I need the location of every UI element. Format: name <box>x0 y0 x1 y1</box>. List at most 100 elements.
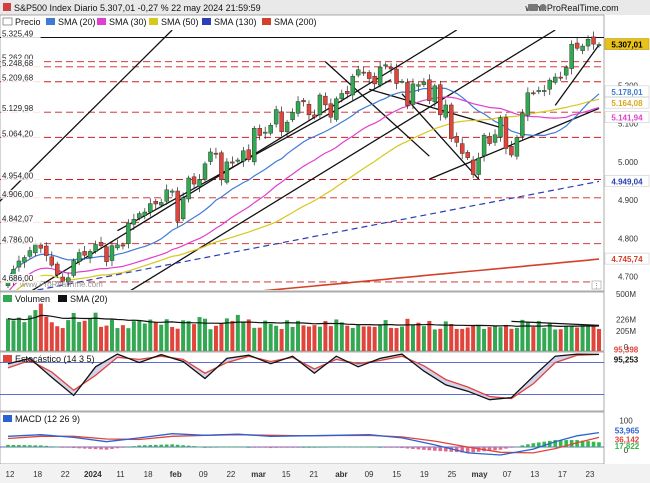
level-label: 4.954,00 <box>2 172 34 181</box>
volume-bar <box>252 327 257 351</box>
sma-line-130 <box>34 180 600 290</box>
legend-item-price[interactable]: Precio <box>2 17 41 27</box>
candle <box>76 252 82 262</box>
candle <box>525 92 531 116</box>
candle <box>252 128 257 163</box>
macd-histogram-bar <box>329 446 333 448</box>
level-label: 4.686,00 <box>2 274 34 283</box>
macd-histogram-bar <box>6 444 10 447</box>
candle <box>531 92 536 95</box>
volume-bar <box>569 326 574 351</box>
macd-histogram-bar <box>350 446 355 448</box>
macd-histogram-bar <box>93 447 98 450</box>
x-axis-label: 21 <box>309 470 318 479</box>
level-label-bg <box>1 58 41 68</box>
volume-bar <box>126 328 131 351</box>
macd-histogram-bar <box>279 447 284 448</box>
volume-bar <box>427 320 432 351</box>
candle <box>82 251 87 256</box>
svg-text:SMA (30): SMA (30) <box>109 17 147 27</box>
camera-icon[interactable] <box>528 4 538 11</box>
candle <box>427 79 432 101</box>
macd-histogram-bar <box>400 447 404 449</box>
x-axis-label: mar <box>251 470 266 479</box>
macd-histogram-bar <box>159 444 164 447</box>
macd-histogram-bar <box>285 447 289 448</box>
legend-item-sma20[interactable]: SMA (20) <box>46 17 96 27</box>
macd-tick-label: 0 <box>624 446 629 455</box>
candle <box>230 161 235 164</box>
volume-bar <box>597 328 601 351</box>
macd-histogram-bar <box>416 447 421 450</box>
volume-trend-line <box>511 320 600 326</box>
macd-histogram-bar <box>181 445 185 447</box>
stochastic-tag: 95,253 <box>614 355 639 364</box>
macd-histogram-bar <box>345 446 350 448</box>
legend-item-sma30[interactable]: SMA (30) <box>97 17 147 27</box>
sma-line-200 <box>262 258 600 290</box>
volume-bar <box>241 322 246 351</box>
candle <box>180 197 186 220</box>
candle <box>279 111 284 132</box>
macd-histogram-bar <box>115 447 120 449</box>
trend-line <box>324 61 430 157</box>
stochastic-tag: 95,398 <box>614 345 639 354</box>
macd-histogram-bar <box>383 447 388 448</box>
volume-bar <box>306 326 311 351</box>
macd-histogram-bar <box>493 447 497 451</box>
macd-histogram-bar <box>246 447 251 448</box>
candle <box>131 219 137 225</box>
level-label-bg <box>1 104 41 114</box>
candle <box>421 81 427 85</box>
legend-item-sma200[interactable]: SMA (200) <box>262 17 317 27</box>
x-axis-label: 18 <box>33 470 42 479</box>
volume-bar <box>328 326 333 351</box>
x-axis-label: 09 <box>199 470 208 479</box>
volume-bar <box>224 318 229 351</box>
candle <box>334 98 339 120</box>
macd-histogram-bar <box>433 447 437 451</box>
candle <box>520 112 525 137</box>
stochastic-d-line <box>7 353 600 400</box>
trend-line <box>429 107 600 180</box>
macd-histogram-bar <box>186 445 191 447</box>
candle <box>224 161 230 183</box>
macd-histogram-bar <box>225 446 229 448</box>
volume-bar <box>591 326 596 351</box>
macd-histogram-bar <box>591 441 596 447</box>
candle <box>580 45 585 51</box>
volume-bar <box>181 320 186 351</box>
candle <box>44 245 49 256</box>
level-label: 5.209,68 <box>2 74 34 83</box>
settings-icon[interactable] <box>539 4 547 11</box>
legend-item-sma130[interactable]: SMA (130) <box>202 17 257 27</box>
macd-histogram-bar <box>564 440 568 447</box>
candle <box>399 81 405 83</box>
candle <box>142 211 148 217</box>
site-url[interactable]: www.ProRealTime.com <box>524 3 618 13</box>
candle <box>339 93 345 100</box>
macd-histogram-bar <box>257 447 262 448</box>
volume-bar <box>11 320 16 351</box>
volume-bar <box>356 324 361 351</box>
volume-tick-label: 226M <box>616 316 636 325</box>
volume-bar <box>279 329 284 351</box>
candle <box>55 263 60 275</box>
candle <box>175 190 180 222</box>
macd-histogram-bar <box>214 446 218 448</box>
macd-histogram-bar <box>487 447 492 451</box>
y-tick-label: 5.000 <box>618 158 639 167</box>
svg-text:SMA (20): SMA (20) <box>70 294 108 304</box>
chart-menu-icon[interactable] <box>3 3 11 11</box>
volume-bar <box>394 328 399 351</box>
volume-bar <box>208 329 213 351</box>
candle <box>366 72 372 79</box>
candle <box>22 257 27 263</box>
x-axis-label: 15 <box>392 470 401 479</box>
x-axis-label: feb <box>170 470 182 479</box>
legend-item-sma50[interactable]: SMA (50) <box>149 17 199 27</box>
svg-text:SMA (20): SMA (20) <box>58 17 96 27</box>
volume-bar <box>142 323 147 351</box>
price-tag: 5.178,01 <box>611 88 643 97</box>
panel-scroll-handle[interactable]: ⋮ <box>591 280 602 290</box>
